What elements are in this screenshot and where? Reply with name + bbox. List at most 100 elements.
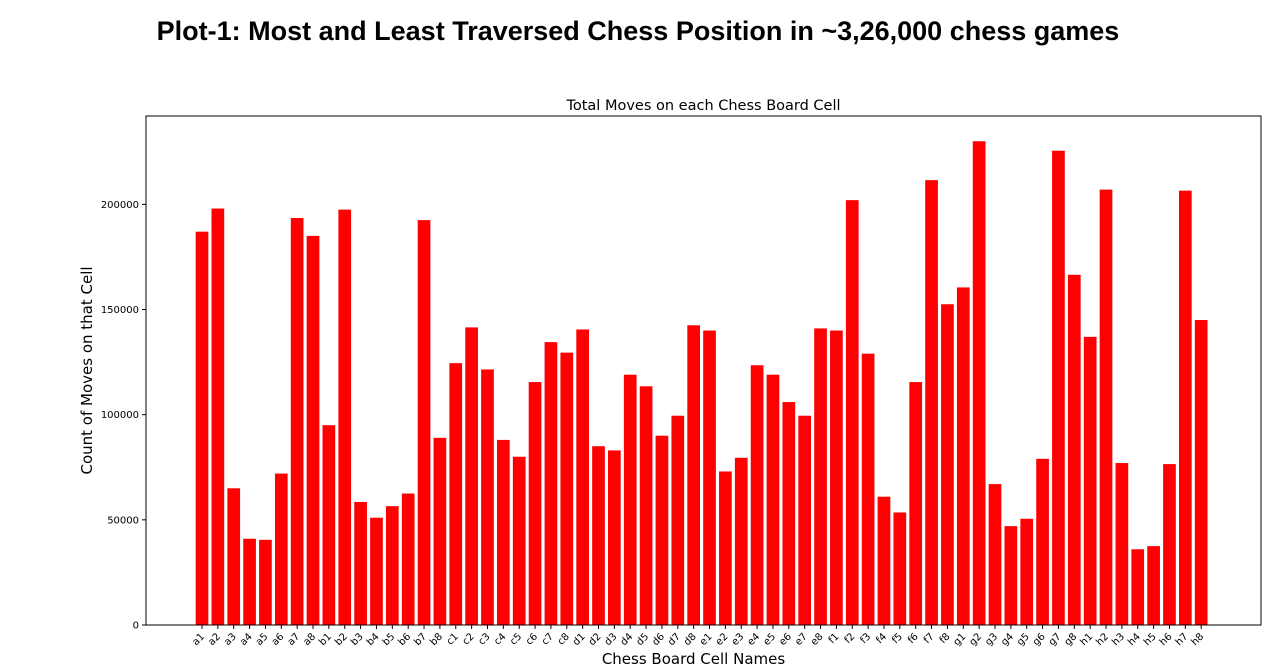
x-tick-label: e8	[809, 631, 826, 648]
x-tick-label: g1	[952, 631, 969, 648]
bar-a6	[274, 473, 288, 625]
x-tick-label: g5	[1015, 631, 1032, 648]
x-tick-label: b4	[365, 631, 382, 648]
x-tick-label: a4	[238, 631, 255, 648]
x-tick-label: d7	[666, 631, 683, 648]
bar-b1	[322, 425, 336, 625]
x-tick-label: c4	[492, 631, 508, 647]
bar-c2	[465, 327, 478, 625]
x-axis: a1 a2 a3 a4 a5 a6 a7 a8 b1 b2 b3 b4 b5 b6 b7 b8 c1 c2 c3 c4…	[191, 625, 1207, 648]
bar-d4	[623, 374, 637, 625]
x-tick-label: c8	[556, 631, 572, 647]
x-tick-label: g3	[983, 631, 1000, 648]
x-tick-label: f5	[890, 631, 905, 646]
bar-d3	[608, 450, 621, 625]
y-tick-label: 150000	[101, 305, 139, 316]
x-tick-label: h7	[1174, 631, 1191, 648]
x-tick-label: h8	[1190, 631, 1207, 648]
bar-g3	[988, 484, 1002, 625]
x-tick-label: d1	[571, 631, 588, 648]
bar-f5	[893, 512, 907, 625]
x-tick-label: c5	[508, 631, 524, 647]
bar-g5	[1020, 518, 1034, 625]
x-tick-label: a5	[254, 631, 271, 648]
bar-a5	[259, 539, 272, 625]
x-tick-label: h4	[1126, 631, 1143, 648]
bar-b8	[433, 437, 447, 625]
x-tick-label: d3	[603, 631, 620, 648]
bars-group	[195, 141, 1208, 626]
y-axis: 0 50000 100000 150000 200000	[101, 200, 146, 632]
y-tick-label: 200000	[101, 200, 139, 211]
bar-e2	[719, 471, 732, 625]
bar-b3	[354, 501, 367, 625]
x-tick-label: e3	[730, 631, 747, 648]
x-tick-label: a3	[222, 631, 239, 648]
y-tick-label: 50000	[107, 515, 139, 526]
bar-e1	[703, 330, 716, 625]
x-tick-label: c3	[476, 631, 492, 647]
x-tick-label: a1	[191, 631, 208, 648]
x-tick-label: d5	[634, 631, 651, 648]
x-tick-label: f1	[827, 631, 842, 646]
x-tick-label: g7	[1047, 631, 1064, 648]
bar-d8	[687, 325, 701, 625]
x-tick-label: h1	[1079, 631, 1096, 648]
bar-g8	[1067, 274, 1081, 625]
bar-h2	[1099, 189, 1113, 625]
bar-d7	[671, 415, 685, 625]
x-tick-label: g4	[999, 631, 1016, 648]
x-tick-label: f3	[858, 631, 873, 646]
x-tick-label: a6	[270, 631, 287, 648]
x-tick-label: b6	[397, 631, 414, 648]
bar-d2	[592, 446, 605, 625]
x-tick-label: g8	[1063, 631, 1080, 648]
bar-c3	[481, 369, 494, 625]
x-tick-label: h2	[1094, 631, 1111, 648]
x-tick-label: h5	[1142, 631, 1159, 648]
x-tick-label: c1	[445, 631, 461, 647]
x-tick-label: f7	[922, 631, 937, 646]
bar-h3	[1115, 463, 1129, 625]
bar-a8	[306, 235, 320, 625]
bar-d6	[655, 435, 669, 625]
bar-b4	[370, 517, 383, 625]
bar-h5	[1147, 546, 1160, 625]
bar-a2	[211, 208, 225, 625]
bar-f1	[830, 330, 843, 625]
bar-g2	[972, 141, 986, 625]
bar-b6	[401, 493, 415, 625]
bar-g1	[956, 287, 970, 625]
bar-b2	[338, 209, 352, 625]
x-tick-label: f2	[843, 631, 858, 646]
bar-f4	[877, 496, 891, 625]
bar-b5	[385, 506, 399, 625]
plot-frame	[145, 115, 1262, 626]
bar-c6	[528, 382, 542, 625]
x-tick-label: e4	[746, 631, 763, 648]
bar-e5	[766, 374, 780, 625]
x-tick-label: e1	[698, 631, 715, 648]
x-tick-label: a7	[286, 631, 303, 648]
bar-f2	[845, 200, 859, 625]
x-tick-label: b3	[349, 631, 366, 648]
bar-e8	[814, 328, 827, 625]
x-tick-label: e7	[793, 631, 810, 648]
bar-g7	[1052, 150, 1065, 626]
x-tick-label: c6	[524, 631, 540, 647]
bar-c5	[512, 456, 526, 625]
bar-a1	[195, 231, 209, 625]
x-axis-title: Chess Board Cell Names	[602, 650, 786, 668]
bar-f7	[925, 180, 938, 626]
x-tick-label: h3	[1110, 631, 1127, 648]
bar-b7	[417, 220, 431, 625]
x-tick-label: d4	[619, 631, 636, 648]
x-tick-label: d2	[587, 631, 604, 648]
x-tick-label: g6	[1031, 631, 1048, 648]
x-tick-label: f4	[874, 631, 889, 646]
bar-c1	[449, 363, 463, 625]
y-axis-title: Count of Moves on that Cell	[78, 266, 96, 474]
bar-e4	[750, 365, 764, 625]
x-tick-label: e5	[761, 631, 778, 648]
